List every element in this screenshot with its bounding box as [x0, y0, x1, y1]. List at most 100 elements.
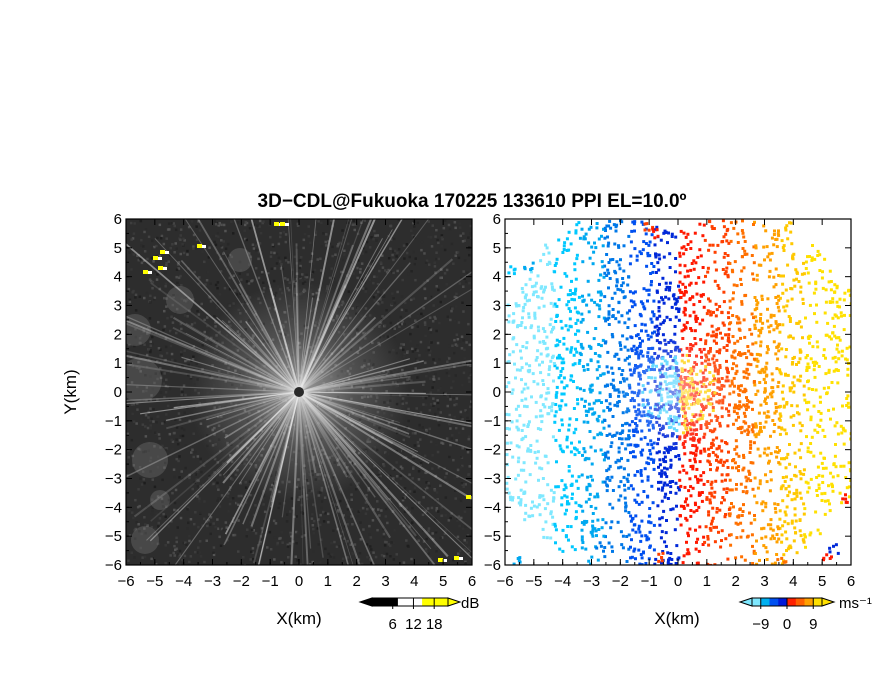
noise-speck [138, 295, 142, 298]
velocity-pixel [796, 411, 799, 415]
noise-speck [320, 245, 323, 248]
velocity-pixel [737, 454, 741, 458]
velocity-pixel [590, 532, 594, 536]
noise-speck [129, 221, 133, 225]
velocity-pixel [642, 287, 646, 291]
velocity-pixel [818, 395, 822, 399]
velocity-pixel [717, 446, 721, 450]
noise-speck [432, 358, 435, 361]
noise-speck [287, 556, 290, 559]
noise-speck [424, 361, 427, 365]
noise-speck [138, 448, 142, 451]
velocity-pixel [838, 491, 842, 495]
reflectivity-colorbar-segment [410, 598, 413, 606]
noise-speck [435, 491, 439, 494]
noise-speck [382, 291, 386, 294]
noise-speck [437, 241, 440, 245]
velocity-pixel [743, 240, 747, 243]
noise-speck [353, 243, 356, 247]
noise-speck [456, 338, 460, 341]
noise-speck [311, 560, 314, 564]
noise-speck [435, 507, 439, 510]
velocity-pixel [830, 381, 834, 384]
noise-speck [171, 440, 175, 443]
noise-speck [431, 386, 434, 389]
noise-speck [425, 259, 429, 262]
velocity-pixel [602, 426, 606, 430]
velocity-pixel [531, 500, 534, 504]
high-reflectivity-cell [158, 257, 162, 260]
velocity-pixel [702, 535, 706, 539]
noise-speck [378, 514, 381, 517]
noise-speck [453, 319, 457, 323]
velocity-pixel [668, 318, 672, 322]
velocity-pixel [560, 423, 564, 427]
noise-speck [356, 232, 360, 236]
velocity-pixel [697, 549, 701, 553]
velocity-pixel [678, 271, 682, 275]
noise-speck [464, 525, 467, 528]
velocity-pixel [842, 328, 846, 332]
high-reflectivity-cell [280, 222, 285, 226]
noise-speck [448, 227, 452, 231]
noise-speck [355, 288, 358, 291]
velocity-pixel [515, 368, 519, 372]
velocity-pixel [836, 304, 840, 308]
noise-speck [467, 473, 471, 476]
noise-speck [389, 500, 392, 504]
noise-speck [138, 530, 141, 533]
noise-speck [463, 259, 467, 262]
noise-speck [410, 270, 413, 273]
noise-speck [361, 252, 365, 255]
noise-speck [179, 350, 183, 354]
noise-speck [153, 296, 157, 300]
velocity-pixel [656, 332, 660, 336]
reflectivity-x-tick-label: 6 [468, 573, 476, 590]
noise-speck [440, 441, 443, 445]
noise-speck [381, 301, 384, 304]
velocity-pixel [632, 344, 636, 348]
velocity-pixel [689, 465, 693, 468]
velocity-pixel [829, 337, 833, 341]
noise-speck [402, 456, 405, 459]
noise-speck [213, 471, 216, 474]
noise-speck [135, 366, 139, 369]
noise-speck [381, 318, 384, 321]
reflectivity-x-tick-label: −3 [204, 573, 221, 590]
noise-speck [224, 229, 227, 233]
velocity-pixel [800, 424, 804, 428]
velocity-pixel [728, 514, 732, 518]
noise-speck [466, 271, 469, 274]
velocity-pixel [820, 492, 824, 496]
noise-speck [228, 253, 232, 257]
noise-speck [277, 242, 281, 246]
noise-speck [186, 527, 189, 530]
noise-speck [194, 247, 198, 250]
velocity-pixel [751, 407, 754, 411]
noise-speck [343, 253, 346, 256]
velocity-pixel [560, 399, 564, 403]
velocity-pixel [685, 471, 689, 475]
noise-speck [320, 500, 324, 503]
noise-speck [131, 237, 135, 240]
velocity-pixel [707, 543, 711, 547]
velocity-pixel [775, 302, 779, 305]
velocity-pixel [815, 494, 819, 497]
noise-speck [149, 426, 153, 430]
noise-speck [163, 466, 166, 469]
velocity-pixel [809, 531, 813, 535]
velocity-pixel [689, 247, 693, 250]
velocity-pixel [559, 373, 563, 377]
velocity-pixel [537, 478, 540, 482]
noise-speck [254, 226, 257, 229]
noise-speck [252, 529, 255, 532]
noise-speck [411, 432, 415, 435]
velocity-pixel [520, 378, 523, 382]
velocity-pixel [772, 314, 776, 318]
noise-speck [318, 560, 322, 564]
high-reflectivity-cell [153, 256, 158, 260]
noise-speck [173, 251, 176, 254]
velocity-pixel [849, 432, 851, 436]
noise-speck [376, 302, 380, 305]
noise-speck [259, 530, 262, 533]
